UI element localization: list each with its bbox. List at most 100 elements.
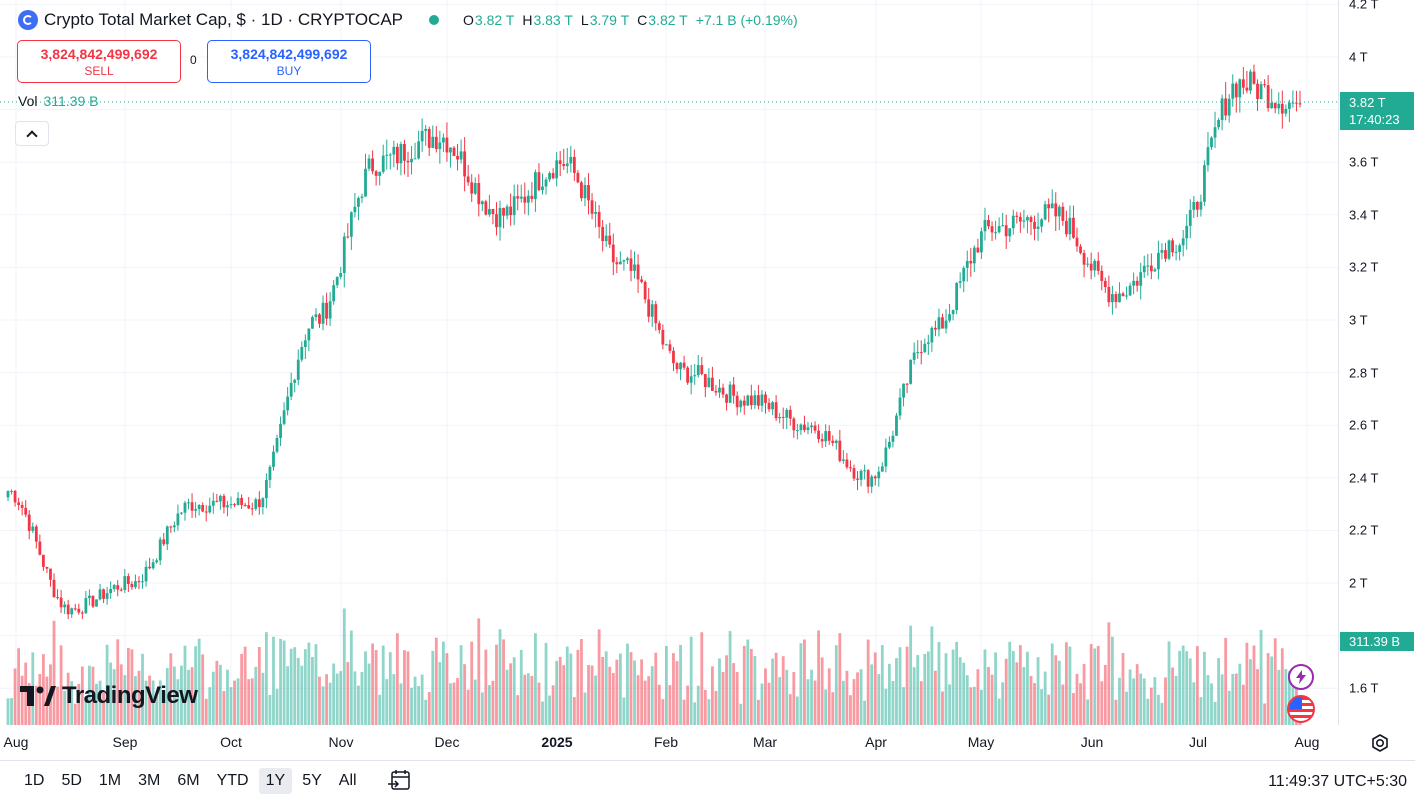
volume-bar bbox=[1160, 702, 1164, 725]
candle bbox=[661, 324, 665, 350]
volume-bar bbox=[757, 699, 760, 725]
candle bbox=[183, 500, 187, 521]
time-label: Aug bbox=[1294, 734, 1320, 750]
volume-bar bbox=[813, 680, 817, 725]
time-axis[interactable]: Aug Sep Oct Nov Dec 2025 Feb Mar Apr May Jun Jul Aug bbox=[0, 725, 1338, 757]
candle bbox=[1295, 90, 1298, 112]
range-5y[interactable]: 5Y bbox=[302, 772, 322, 789]
candle bbox=[1241, 67, 1245, 95]
volume-bar bbox=[675, 661, 679, 725]
sell-button[interactable]: 3,824,842,499,692 SELL bbox=[17, 40, 181, 83]
symbol-title[interactable]: Crypto Total Market Cap, $ · 1D · CRYPTO… bbox=[44, 10, 404, 29]
candle bbox=[590, 193, 594, 220]
volume-bar bbox=[279, 638, 282, 725]
candle bbox=[1146, 253, 1150, 276]
collapse-legend-button[interactable] bbox=[15, 121, 49, 146]
candle bbox=[1220, 94, 1224, 131]
range-5d[interactable]: 5D bbox=[61, 772, 82, 789]
volume-bar bbox=[112, 669, 116, 725]
volume-bar bbox=[1072, 693, 1075, 725]
candle bbox=[229, 496, 233, 509]
candle bbox=[38, 534, 42, 556]
candle bbox=[243, 502, 247, 507]
volume-bar bbox=[742, 645, 746, 725]
candle bbox=[618, 251, 622, 265]
candle bbox=[321, 295, 325, 331]
candle bbox=[109, 581, 113, 599]
candle bbox=[898, 388, 902, 420]
range-3m[interactable]: 3M bbox=[138, 772, 161, 789]
volume-bar bbox=[1125, 691, 1128, 725]
volume-bar bbox=[1050, 643, 1054, 725]
volume-bar bbox=[1033, 683, 1036, 725]
chart-pane[interactable] bbox=[0, 0, 1338, 725]
volume-bar bbox=[427, 692, 431, 725]
market-status-icon[interactable] bbox=[429, 15, 440, 25]
close-value: 3.82 T bbox=[648, 12, 688, 28]
volume-bar bbox=[650, 666, 654, 725]
us-flag-icon[interactable] bbox=[1287, 695, 1315, 723]
flash-icon[interactable] bbox=[1288, 664, 1314, 690]
tradingview-logo[interactable]: TradingView bbox=[20, 682, 198, 710]
range-1y[interactable]: 1Y bbox=[258, 768, 293, 794]
candle bbox=[760, 390, 764, 412]
volume-bar bbox=[611, 673, 615, 725]
volume-bar bbox=[505, 669, 509, 725]
candle bbox=[689, 364, 693, 395]
volume-bar bbox=[187, 669, 190, 725]
candle bbox=[831, 435, 835, 447]
candle bbox=[654, 300, 658, 331]
candle bbox=[1142, 255, 1146, 278]
change-value: +7.1 B (+0.19%) bbox=[695, 12, 798, 28]
candle bbox=[254, 497, 258, 511]
volume-bar bbox=[381, 645, 385, 725]
candle bbox=[587, 173, 590, 215]
volume-bar bbox=[512, 657, 516, 725]
volume-bar bbox=[696, 685, 700, 725]
gear-icon[interactable] bbox=[1370, 733, 1390, 753]
range-ytd[interactable]: YTD bbox=[216, 772, 249, 789]
volume-bar bbox=[314, 644, 318, 725]
candle bbox=[357, 196, 360, 221]
candle bbox=[1195, 201, 1199, 218]
range-6m[interactable]: 6M bbox=[177, 772, 200, 789]
candle bbox=[980, 227, 983, 259]
volume-bar bbox=[360, 671, 364, 725]
volume-bar bbox=[898, 647, 902, 725]
volume-bar bbox=[1188, 658, 1192, 725]
range-1d[interactable]: 1D bbox=[24, 772, 45, 789]
time-label: Mar bbox=[752, 734, 778, 750]
volume-bar bbox=[456, 678, 459, 725]
candle bbox=[944, 309, 948, 334]
volume-bar bbox=[594, 675, 597, 725]
candle bbox=[682, 355, 686, 370]
candlestick-chart[interactable] bbox=[0, 0, 1338, 725]
candle bbox=[764, 391, 767, 414]
candle bbox=[112, 584, 116, 592]
candle bbox=[73, 603, 77, 611]
candle bbox=[948, 303, 951, 323]
utc-clock[interactable]: 11:49:37 UTC+5:30 bbox=[1268, 773, 1407, 790]
candle bbox=[877, 466, 881, 487]
date-range-icon[interactable] bbox=[386, 768, 412, 794]
volume-bar bbox=[218, 664, 222, 725]
candle bbox=[965, 250, 969, 282]
volume-bar bbox=[335, 673, 339, 725]
volume-bar bbox=[526, 673, 530, 725]
volume-legend[interactable]: Vol 311.39 B bbox=[18, 93, 98, 109]
volume-bar bbox=[555, 660, 559, 725]
volume-bar bbox=[1241, 684, 1245, 725]
volume-bar bbox=[1192, 682, 1196, 725]
range-all[interactable]: All bbox=[338, 772, 357, 789]
buy-button[interactable]: 3,824,842,499,692 BUY bbox=[207, 40, 371, 83]
price-scale[interactable]: 4.2 T 4 T 3.6 T 3.4 T 3.2 T 3 T 2.8 T 2.6 T 2.4 … bbox=[1338, 0, 1415, 725]
volume-bar bbox=[1273, 638, 1277, 725]
volume-bar bbox=[56, 686, 59, 725]
time-label: 2025 bbox=[541, 734, 573, 750]
candle bbox=[1043, 200, 1047, 221]
volume-bar bbox=[420, 674, 424, 725]
candle bbox=[1188, 199, 1192, 239]
candle bbox=[767, 398, 771, 412]
candle bbox=[1008, 228, 1012, 242]
range-1m[interactable]: 1M bbox=[98, 772, 122, 789]
